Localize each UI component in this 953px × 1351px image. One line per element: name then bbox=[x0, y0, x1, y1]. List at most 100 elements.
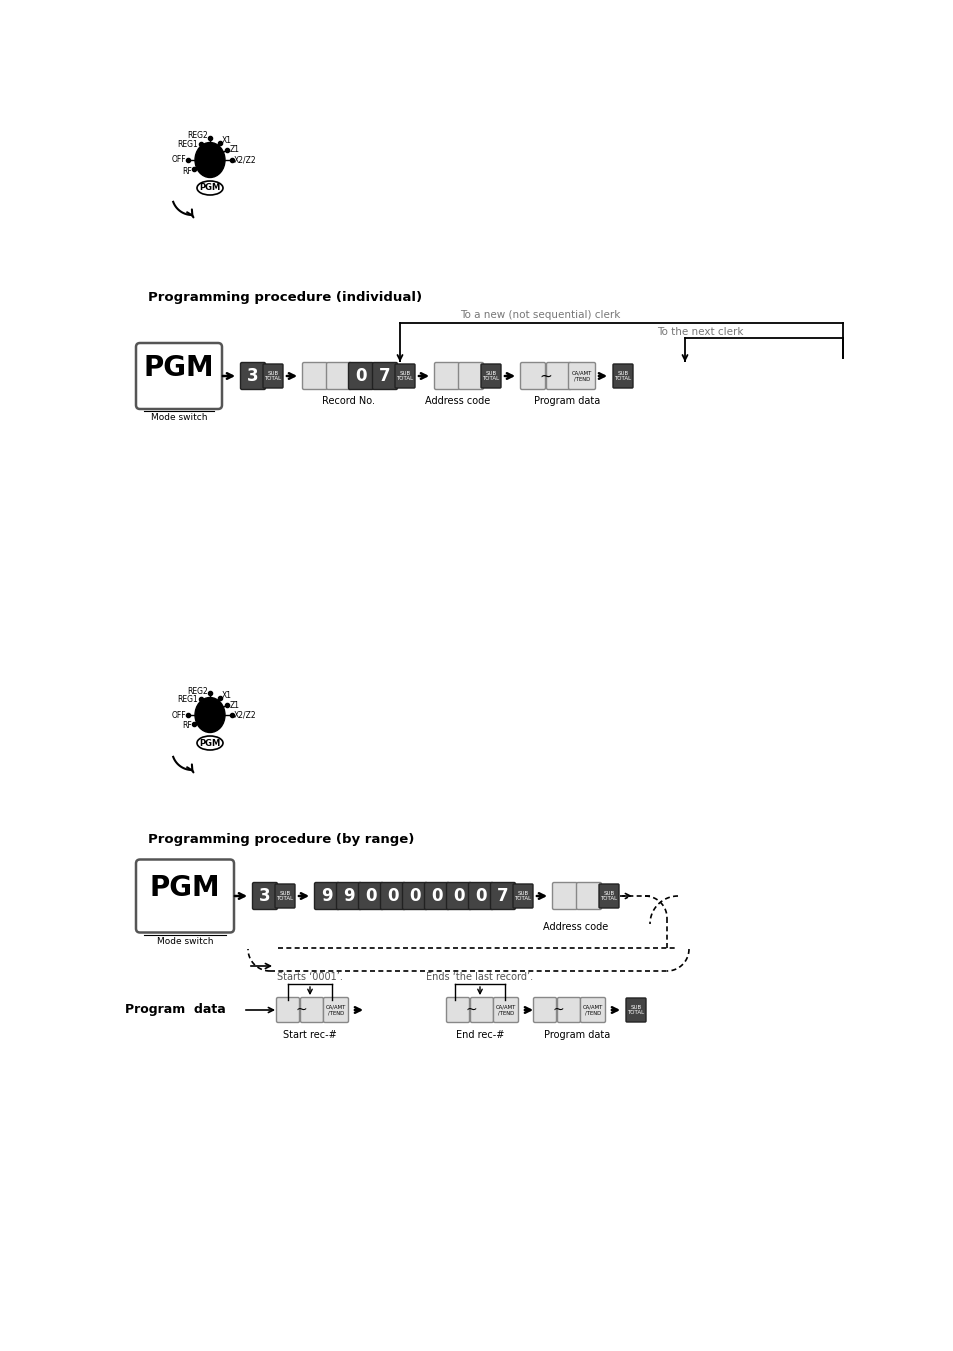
Ellipse shape bbox=[196, 736, 223, 750]
Text: 0: 0 bbox=[409, 888, 420, 905]
FancyBboxPatch shape bbox=[434, 362, 459, 389]
FancyBboxPatch shape bbox=[395, 363, 415, 388]
Text: To a new (not sequential) clerk: To a new (not sequential) clerk bbox=[459, 309, 619, 320]
FancyBboxPatch shape bbox=[552, 882, 577, 909]
Text: Record No.: Record No. bbox=[322, 396, 375, 407]
Text: TOTAL: TOTAL bbox=[599, 896, 617, 901]
Text: 7: 7 bbox=[497, 888, 508, 905]
FancyBboxPatch shape bbox=[136, 859, 233, 932]
Text: To the next clerk: To the next clerk bbox=[656, 327, 742, 336]
FancyBboxPatch shape bbox=[579, 997, 605, 1023]
FancyBboxPatch shape bbox=[336, 882, 361, 909]
Text: ~: ~ bbox=[465, 1002, 476, 1017]
Text: Starts ‘0001’.: Starts ‘0001’. bbox=[276, 971, 342, 982]
FancyBboxPatch shape bbox=[300, 997, 323, 1023]
FancyBboxPatch shape bbox=[533, 997, 556, 1023]
Text: Program data: Program data bbox=[543, 1029, 610, 1040]
Text: REG2: REG2 bbox=[187, 131, 208, 141]
Text: REG2: REG2 bbox=[187, 686, 208, 696]
Text: SUB: SUB bbox=[279, 892, 291, 896]
Text: Program data: Program data bbox=[534, 396, 599, 407]
FancyBboxPatch shape bbox=[424, 882, 449, 909]
Text: TOTAL: TOTAL bbox=[396, 376, 414, 381]
Text: Program  data: Program data bbox=[125, 1004, 225, 1016]
Text: 9: 9 bbox=[343, 888, 355, 905]
Text: CA/AMT: CA/AMT bbox=[326, 1005, 346, 1009]
Text: SUB: SUB bbox=[399, 372, 410, 376]
Text: TOTAL: TOTAL bbox=[627, 1011, 644, 1015]
Text: Mode switch: Mode switch bbox=[151, 413, 207, 422]
Text: SUB: SUB bbox=[517, 892, 528, 896]
Text: CA/AMT: CA/AMT bbox=[496, 1005, 516, 1009]
Text: 0: 0 bbox=[355, 367, 366, 385]
Text: SUB: SUB bbox=[485, 372, 497, 376]
Text: OFF: OFF bbox=[172, 155, 186, 165]
Text: X1: X1 bbox=[222, 136, 232, 145]
FancyBboxPatch shape bbox=[520, 362, 545, 389]
FancyBboxPatch shape bbox=[458, 362, 483, 389]
FancyBboxPatch shape bbox=[490, 882, 515, 909]
Text: Address code: Address code bbox=[425, 396, 490, 407]
Text: Z1: Z1 bbox=[229, 701, 239, 709]
Text: /TEND: /TEND bbox=[574, 377, 590, 381]
Text: RF: RF bbox=[182, 721, 193, 731]
Text: Start rec-#: Start rec-# bbox=[283, 1029, 336, 1040]
Ellipse shape bbox=[194, 697, 225, 732]
Text: SUB: SUB bbox=[617, 372, 628, 376]
FancyBboxPatch shape bbox=[380, 882, 405, 909]
FancyBboxPatch shape bbox=[493, 997, 518, 1023]
Text: End rec-#: End rec-# bbox=[456, 1029, 503, 1040]
FancyBboxPatch shape bbox=[253, 882, 277, 909]
FancyBboxPatch shape bbox=[274, 884, 294, 908]
FancyBboxPatch shape bbox=[546, 362, 571, 389]
Text: 3: 3 bbox=[259, 888, 271, 905]
Text: TOTAL: TOTAL bbox=[482, 376, 499, 381]
FancyBboxPatch shape bbox=[598, 884, 618, 908]
Text: Mode switch: Mode switch bbox=[156, 936, 213, 946]
Text: X2/Z2: X2/Z2 bbox=[233, 155, 256, 165]
Text: TOTAL: TOTAL bbox=[276, 896, 294, 901]
Text: CA/AMT: CA/AMT bbox=[582, 1005, 602, 1009]
Text: 0: 0 bbox=[453, 888, 464, 905]
Text: RF: RF bbox=[182, 166, 193, 176]
Text: REG1: REG1 bbox=[177, 141, 198, 149]
Text: REG1: REG1 bbox=[177, 694, 198, 704]
Text: CA/AMT: CA/AMT bbox=[571, 370, 592, 376]
Text: SUB: SUB bbox=[267, 372, 278, 376]
Text: ~: ~ bbox=[552, 1002, 563, 1017]
Text: /TEND: /TEND bbox=[584, 1011, 600, 1016]
Text: Ends ‘the last record’.: Ends ‘the last record’. bbox=[426, 971, 533, 982]
FancyBboxPatch shape bbox=[480, 363, 500, 388]
Text: TOTAL: TOTAL bbox=[264, 376, 281, 381]
Text: 7: 7 bbox=[378, 367, 391, 385]
Text: PGM: PGM bbox=[199, 739, 220, 747]
FancyBboxPatch shape bbox=[302, 362, 327, 389]
FancyBboxPatch shape bbox=[470, 997, 493, 1023]
Text: TOTAL: TOTAL bbox=[614, 376, 631, 381]
Text: 0: 0 bbox=[365, 888, 376, 905]
Text: X1: X1 bbox=[222, 692, 232, 700]
FancyBboxPatch shape bbox=[326, 362, 351, 389]
Text: /TEND: /TEND bbox=[497, 1011, 514, 1016]
Text: 0: 0 bbox=[475, 888, 486, 905]
Text: ~: ~ bbox=[539, 369, 552, 384]
FancyBboxPatch shape bbox=[348, 362, 374, 389]
FancyBboxPatch shape bbox=[314, 882, 339, 909]
Text: SUB: SUB bbox=[630, 1005, 640, 1011]
FancyBboxPatch shape bbox=[576, 882, 601, 909]
FancyBboxPatch shape bbox=[263, 363, 283, 388]
Text: PGM: PGM bbox=[150, 874, 220, 902]
Text: 3: 3 bbox=[247, 367, 258, 385]
Ellipse shape bbox=[194, 142, 225, 177]
FancyBboxPatch shape bbox=[358, 882, 383, 909]
FancyBboxPatch shape bbox=[613, 363, 633, 388]
FancyBboxPatch shape bbox=[557, 997, 579, 1023]
Text: Z1: Z1 bbox=[229, 146, 239, 154]
Text: 0: 0 bbox=[387, 888, 398, 905]
Text: PGM: PGM bbox=[199, 184, 220, 192]
Text: 9: 9 bbox=[321, 888, 333, 905]
FancyBboxPatch shape bbox=[276, 997, 299, 1023]
Text: 0: 0 bbox=[431, 888, 442, 905]
FancyBboxPatch shape bbox=[568, 362, 595, 389]
FancyBboxPatch shape bbox=[468, 882, 493, 909]
